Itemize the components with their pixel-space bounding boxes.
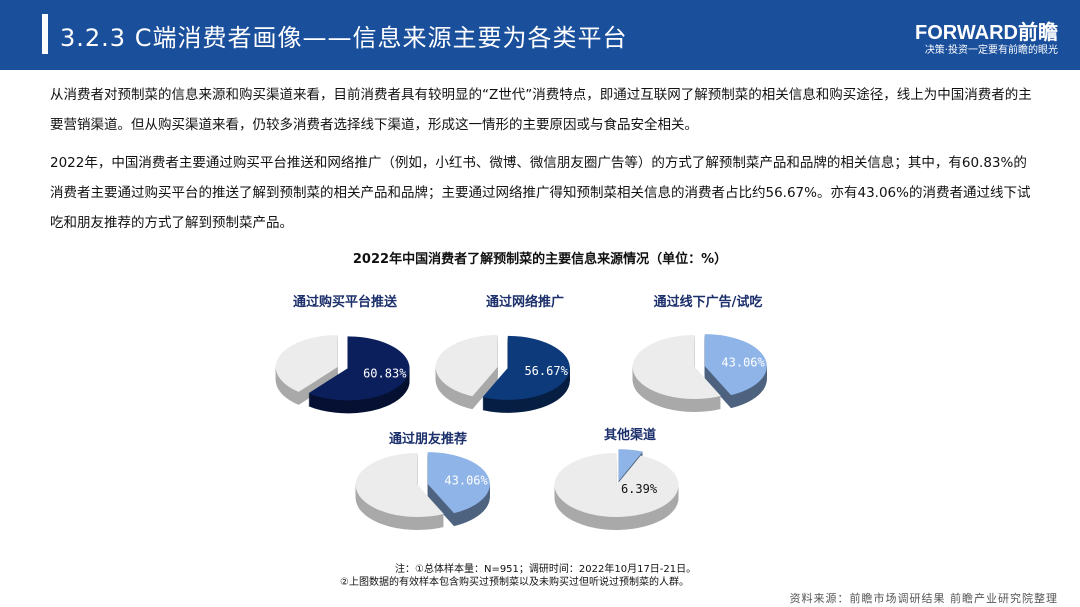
note-1: 注：①总体样本量：N=951；调研时间：2022年10月17日-21日。 bbox=[395, 564, 697, 575]
pie-label: 其他渠道 bbox=[603, 428, 656, 443]
pie-value-slice bbox=[618, 449, 643, 482]
pie-label: 通过朋友推荐 bbox=[388, 432, 467, 447]
header: 3.2.3 C端消费者画像——信息来源主要为各类平台 FORWARD前瞻 决策·… bbox=[0, 0, 1080, 70]
pie-rest-slice bbox=[275, 335, 338, 392]
pie-rest-slice bbox=[554, 453, 679, 517]
pie-value-slice bbox=[308, 336, 410, 401]
logo: FORWARD前瞻 bbox=[915, 22, 1058, 44]
pie-chart: 6.39% bbox=[554, 449, 679, 530]
pie-label: 通过网络推广 bbox=[485, 295, 564, 310]
pie-rest-slice bbox=[435, 335, 498, 397]
slogan: 决策·投资一定要有前瞻的眼光 bbox=[924, 45, 1058, 56]
pie-chart: 56.67% bbox=[435, 335, 570, 413]
chart-title: 2022年中国消费者了解预制菜的主要信息来源情况（单位：%） bbox=[352, 252, 728, 267]
data-label: 43.06% bbox=[444, 474, 488, 488]
data-label: 56.67% bbox=[524, 364, 568, 378]
pie-value-slice bbox=[482, 335, 570, 400]
note-2: ②上图数据的有效样本包含购买过预制菜以及未购买过但听说过预制菜的人群。 bbox=[340, 577, 689, 588]
page-title: 3.2.3 C端消费者画像——信息来源主要为各类平台 bbox=[60, 24, 628, 52]
title-accent-bar bbox=[42, 14, 48, 54]
paragraph-1: 从消费者对预制菜的信息来源和购买渠道来看，目前消费者具有较明显的“Z世代”消费特… bbox=[50, 87, 1032, 133]
pie-chart: 60.83% bbox=[275, 335, 410, 414]
pie-chart: 43.06% bbox=[355, 452, 490, 531]
source: 资料来源：前瞻市场调研结果 前瞻产业研究院整理 bbox=[789, 592, 1058, 605]
data-label: 6.39% bbox=[621, 482, 658, 496]
pie-rest-slice bbox=[355, 453, 444, 517]
pie-label: 通过购买平台推送 bbox=[292, 295, 397, 310]
pie-rest-slice bbox=[632, 335, 721, 399]
pie-label: 通过线下广告/试吃 bbox=[653, 295, 763, 310]
data-label: 43.06% bbox=[721, 356, 765, 370]
data-label: 60.83% bbox=[363, 367, 407, 381]
pie-value-slice bbox=[427, 452, 490, 514]
pie-chart: 43.06% bbox=[632, 334, 767, 412]
pie-value-slice bbox=[704, 334, 767, 396]
paragraph-2: 2022年，中国消费者主要通过购买平台推送和网络推广（例如，小红书、微博、微信朋… bbox=[50, 155, 1031, 231]
